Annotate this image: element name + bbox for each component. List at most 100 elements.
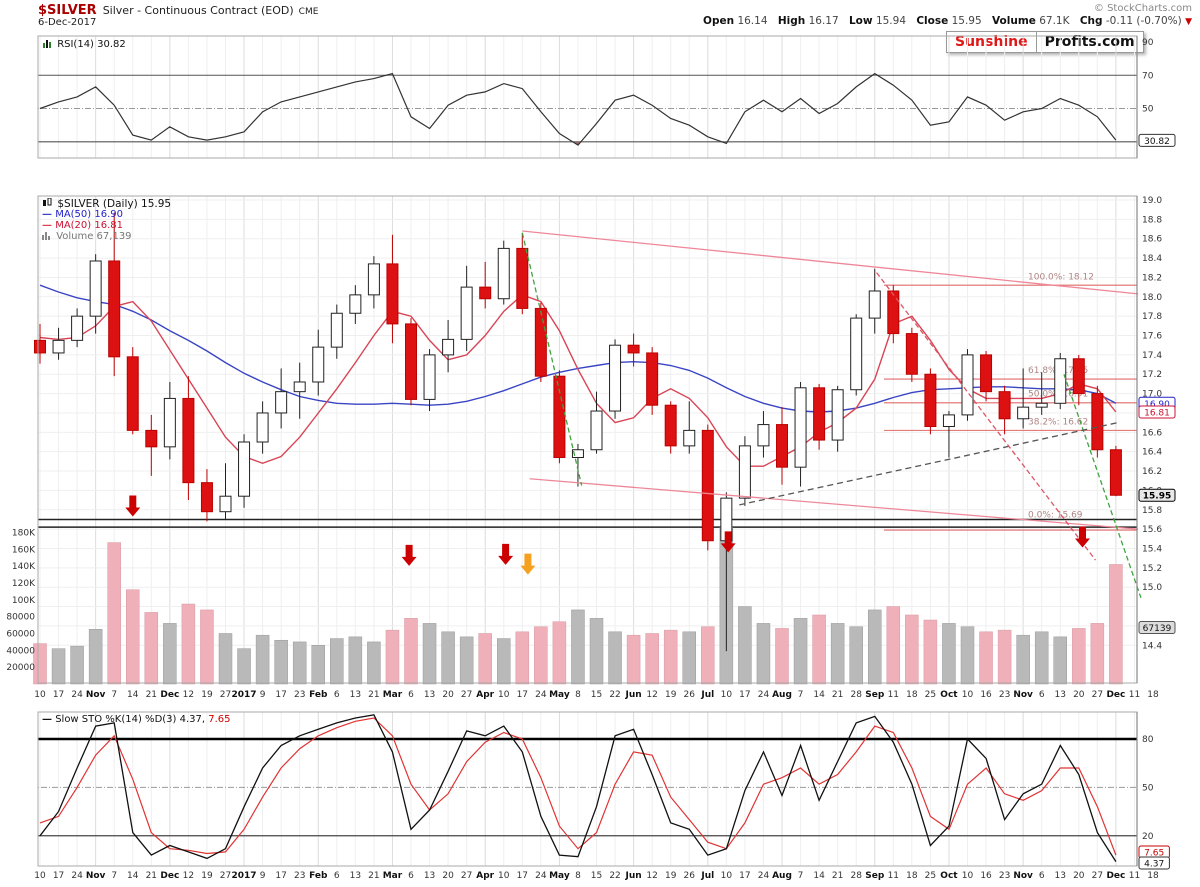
svg-text:17: 17 (275, 871, 286, 881)
svg-text:15.8: 15.8 (1142, 506, 1162, 516)
svg-text:16.90: 16.90 (1144, 400, 1170, 410)
svg-text:4.37: 4.37 (1144, 860, 1164, 870)
svg-text:2017: 2017 (232, 871, 257, 881)
support-from-july-line (739, 422, 1118, 506)
svg-text:13: 13 (350, 871, 361, 881)
svg-text:15.4: 15.4 (1142, 544, 1162, 554)
svg-text:21: 21 (832, 690, 843, 700)
svg-text:24: 24 (535, 871, 547, 881)
svg-text:Dec: Dec (160, 871, 179, 881)
svg-text:23: 23 (294, 871, 305, 881)
sto-legend: — Slow STO %K(14) %D(3) 4.37, 7.65 (42, 714, 231, 725)
svg-text:13: 13 (424, 690, 435, 700)
svg-text:19: 19 (201, 871, 213, 881)
chart-date: 6-Dec-2017 (38, 17, 97, 28)
instrument-name: Silver - Continuous Contract (EOD) (102, 4, 294, 17)
svg-text:27: 27 (220, 871, 231, 881)
svg-text:19.0: 19.0 (1142, 196, 1162, 206)
svg-text:17: 17 (53, 690, 64, 700)
svg-text:6: 6 (408, 871, 414, 881)
support-lines (38, 518, 1137, 528)
symbol-label: $SILVER (38, 3, 97, 18)
svg-text:0.0%: 15.69: 0.0%: 15.69 (1028, 510, 1083, 520)
svg-text:17.8: 17.8 (1142, 312, 1162, 322)
svg-text:24: 24 (535, 690, 547, 700)
volume-legend-label: Volume 67,139 (56, 231, 132, 242)
badge-sunshine-label: Sunshine (947, 32, 1037, 52)
svg-text:6: 6 (1039, 871, 1045, 881)
svg-text:26: 26 (684, 871, 696, 881)
svg-text:17.6: 17.6 (1142, 332, 1162, 342)
svg-text:10: 10 (962, 871, 974, 881)
svg-text:11: 11 (888, 690, 899, 700)
svg-text:27: 27 (1092, 690, 1103, 700)
svg-text:24: 24 (758, 690, 770, 700)
ma20-line (39, 294, 1117, 467)
svg-text:14: 14 (127, 690, 139, 700)
svg-text:21: 21 (146, 690, 157, 700)
svg-text:17.0: 17.0 (1142, 390, 1162, 400)
main-legend-title: $SILVER (Daily) 15.95 (42, 197, 172, 211)
sto-label: Slow STO %K(14) %D(3) (55, 714, 177, 725)
svg-text:18.6: 18.6 (1142, 235, 1162, 245)
down-arrow-icon (498, 543, 514, 565)
quote-bar: Open 16.14 High 16.17 Low 15.94 Close 15… (696, 15, 1192, 27)
rsi-legend: RSI(14) 30.82 (43, 39, 126, 51)
svg-text:20: 20 (442, 871, 454, 881)
open-label: Open (703, 15, 735, 27)
svg-text:12: 12 (646, 871, 657, 881)
volume-legend: Volume 67,139 (42, 231, 132, 243)
svg-text:19: 19 (665, 871, 677, 881)
svg-text:16.81: 16.81 (1144, 408, 1170, 418)
rsi-line (39, 72, 1117, 146)
svg-text:13: 13 (1055, 871, 1066, 881)
svg-text:10: 10 (34, 690, 46, 700)
ma50-legend: — MA(50) 16.90 (42, 209, 123, 220)
svg-text:20000: 20000 (6, 663, 35, 673)
volume-label: Volume (991, 15, 1036, 27)
svg-text:Oct: Oct (940, 690, 958, 700)
axis-value-box: 4.37 (1138, 856, 1170, 870)
svg-text:Apr: Apr (476, 871, 494, 881)
svg-text:28: 28 (850, 871, 862, 881)
ma20-label: MA(20) 16.81 (55, 220, 123, 231)
svg-text:Aug: Aug (772, 690, 792, 700)
rsi-value: 30.82 (97, 39, 126, 50)
svg-text:18: 18 (906, 871, 918, 881)
svg-text:Jul: Jul (700, 871, 714, 881)
volume-bars-icon (42, 231, 51, 243)
svg-text:25: 25 (925, 871, 936, 881)
svg-text:Dec: Dec (160, 690, 179, 700)
svg-text:180K: 180K (12, 528, 36, 538)
svg-text:20: 20 (1073, 871, 1085, 881)
svg-text:28: 28 (850, 690, 862, 700)
ma20-legend: — MA(20) 16.81 (42, 220, 123, 231)
svg-text:40000: 40000 (6, 646, 35, 656)
svg-text:6: 6 (1039, 690, 1045, 700)
ma50-label: MA(50) 16.90 (55, 209, 123, 220)
svg-text:Jun: Jun (625, 871, 642, 881)
down-arrow-icon (401, 544, 417, 566)
svg-text:20: 20 (1142, 832, 1154, 842)
svg-text:21: 21 (832, 871, 843, 881)
svg-text:Jul: Jul (700, 690, 714, 700)
svg-text:21: 21 (368, 690, 379, 700)
svg-text:Mar: Mar (383, 871, 403, 881)
svg-text:13: 13 (424, 871, 435, 881)
volume-value: 67.1K (1039, 15, 1070, 27)
svg-text:16: 16 (980, 871, 992, 881)
svg-text:18: 18 (906, 690, 918, 700)
svg-text:Nov: Nov (86, 871, 106, 881)
svg-text:12: 12 (183, 690, 194, 700)
chg-label: Chg (1079, 15, 1103, 27)
candles (34, 212, 1122, 652)
svg-text:100.0%: 18.12: 100.0%: 18.12 (1028, 272, 1094, 282)
main-title: $SILVER (Daily) 15.95 (57, 198, 172, 210)
sto-panel (38, 737, 1137, 837)
axis-labels: 14.414.615.015.215.415.615.816.016.216.4… (6, 38, 1162, 881)
svg-text:17: 17 (275, 690, 286, 700)
svg-text:18.8: 18.8 (1142, 215, 1162, 225)
grid-lines (38, 36, 1137, 866)
low-label: Low (848, 15, 873, 27)
svg-text:27: 27 (461, 690, 472, 700)
